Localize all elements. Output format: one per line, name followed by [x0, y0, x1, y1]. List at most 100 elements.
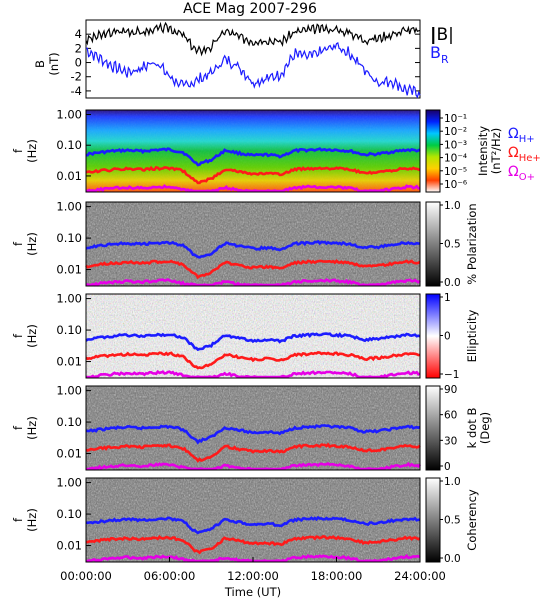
y-axis-unit: (Hz) [25, 324, 39, 348]
y-tick-label: 0 [75, 56, 82, 70]
spectral-panel-1: 1.00 0.10 0.01 f (Hz) 10⁻¹10⁻²10⁻³ 10⁻⁴10⁻⁵10⁻… [11, 107, 503, 193]
gyrofrequency-line-heplus [85, 351, 421, 370]
y-axis: 420-2-4 [71, 27, 420, 98]
colorbar [425, 109, 441, 193]
y-axis-label: f [11, 241, 25, 246]
y-axis-label: f [11, 517, 25, 522]
colorbar-tick-label: 60 [444, 410, 457, 422]
colorbar [425, 201, 441, 287]
legend-o-plus: ΩO+ [508, 164, 535, 183]
legend-h-plus: ΩH+ [508, 126, 535, 145]
x-tick-label: 24:00:00 [394, 569, 446, 583]
y-tick-label: 4 [75, 27, 82, 41]
colorbar-tick-label: 0.0 [444, 277, 461, 289]
y-tick-label: 0.10 [56, 415, 82, 429]
gyrofrequency-line-heplus [85, 165, 421, 185]
gyrofrequency-line-hplus [85, 332, 421, 352]
y-axis-label: f [11, 425, 25, 430]
gyrofrequency-line-hplus [85, 147, 421, 167]
colorbar-tick-label: 30 [444, 435, 457, 447]
colorbar-tick-label: 0.5 [444, 515, 461, 527]
y-axis-unit: (nT) [47, 52, 61, 75]
y-tick-label: 1.00 [56, 476, 82, 490]
y-axis-label: f [11, 148, 25, 153]
gyrofrequency-line-hplus [85, 239, 421, 259]
spectral-panel-2: 1.00 0.10 0.01 f (Hz) 1.0 0.5 0.0 % Polarization [11, 200, 479, 289]
colorbar-label: % Polarization [465, 203, 479, 284]
y-tick-label: 2 [75, 41, 82, 55]
plot-frame [85, 293, 421, 379]
colorbar-label: Coherency [465, 489, 479, 551]
x-tick-label: 00:00:00 [60, 569, 112, 583]
series-line-br [85, 42, 421, 99]
x-tick-label: 18:00:00 [311, 569, 363, 583]
y-tick-label: 0.10 [56, 138, 82, 152]
colorbar-label: Ellipticity [465, 309, 479, 362]
y-axis-unit: (Hz) [25, 508, 39, 532]
colorbar-unit: (nT²/Hz) [489, 128, 503, 174]
colorbar-tick-label: 1.0 [444, 476, 461, 488]
x-tick-label: 12:00:00 [227, 569, 279, 583]
colorbar-tick-label: 10⁻³ [444, 139, 467, 151]
spectral-panel-4: 1.00 0.10 0.01 f (Hz) 90 60 30 0 k dot B (Deg) [11, 384, 492, 473]
time-axis: 00:00:00 06:00:00 12:00:00 18:00:00 24:00:00 [60, 557, 446, 583]
gyrofrequency-line-heplus [85, 259, 421, 280]
colorbar-tick-label: 1.0 [444, 200, 461, 212]
gyrofrequency-line-oplus [86, 461, 422, 471]
colorbar-tick-label: 10⁻⁵ [444, 166, 467, 178]
colorbar-tick-label: 1 [444, 292, 451, 304]
spectral-panels: 1.000.100.01f (Hz)10⁻¹10⁻²10⁻³10⁻⁴10⁻⁵10⁻… [11, 107, 503, 565]
plot-frame [85, 385, 421, 471]
gyrofrequency-line-heplus [85, 442, 421, 463]
y-tick-label: 1.00 [56, 200, 82, 214]
y-axis-unit: (Hz) [25, 139, 39, 163]
y-tick-label: 0.10 [56, 323, 82, 337]
y-tick-label: 0.01 [56, 539, 82, 553]
panel-magnetic-field: 420-2-4 B (nT) ||B| BR [33, 19, 454, 99]
spectral-panel-5: 1.00 0.10 0.01 f (Hz) 1.0 0.5 0.0 Coherency [11, 476, 479, 565]
spectral-panel-3: 1.00 0.10 0.01 f (Hz) 1 0 −1 Ellipticity [11, 292, 479, 381]
plot-frame [85, 109, 421, 193]
y-axis-label: f [11, 333, 25, 338]
colorbar-tick-label: 10⁻¹ [444, 113, 467, 125]
colorbar-label: Intensity [476, 126, 490, 176]
gyrofrequency-legend: ΩH+ ΩHe+ ΩO+ [508, 126, 541, 183]
gyrofrequency-line-hplus [85, 515, 421, 535]
y-tick-label: 0.10 [56, 507, 82, 521]
colorbar-unit: (Deg) [478, 412, 492, 444]
series-line-bmag [85, 21, 421, 57]
colorbar-tick-label: 0 [444, 331, 451, 343]
x-axis-label: Time (UT) [224, 585, 281, 599]
legend-bmag: ||B| [430, 25, 454, 45]
y-tick-label: 1.00 [56, 292, 82, 306]
gyrofrequency-line-oplus [85, 278, 421, 287]
gyrofrequency-line-heplus [85, 534, 421, 555]
y-tick-label: 0.01 [56, 355, 82, 369]
colorbar-tick-label: 90 [444, 384, 457, 396]
colorbar [425, 293, 441, 379]
y-tick-label: 0.10 [56, 231, 82, 245]
y-tick-label: 1.00 [56, 107, 82, 121]
y-axis-unit: (Hz) [25, 232, 39, 256]
y-tick-label: 0.01 [56, 263, 82, 277]
gyrofrequency-line-oplus [85, 184, 421, 193]
y-tick-label: -4 [71, 84, 82, 98]
gyrofrequency-line-hplus [85, 424, 421, 445]
legend-br: BR [430, 43, 449, 66]
colorbar [425, 385, 441, 471]
colorbar-label: k dot B [465, 408, 479, 449]
x-tick-label: 06:00:00 [144, 569, 196, 583]
colorbar-tick-label: 10⁻⁶ [444, 179, 467, 191]
y-tick-label: 0.01 [56, 447, 82, 461]
colorbar-tick-label: 0.0 [444, 553, 461, 565]
plot-frame [85, 201, 421, 287]
legend-he-plus: ΩHe+ [508, 145, 541, 164]
y-axis-label: B [33, 60, 47, 68]
colorbar-tick-label: 10⁻⁴ [444, 153, 467, 165]
y-tick-label: 1.00 [56, 384, 82, 398]
chart-title: ACE Mag 2007-296 [183, 1, 317, 17]
colorbar [425, 477, 441, 563]
colorbar-tick-label: −1 [444, 369, 459, 381]
colorbar-tick-label: 0.5 [444, 239, 461, 251]
